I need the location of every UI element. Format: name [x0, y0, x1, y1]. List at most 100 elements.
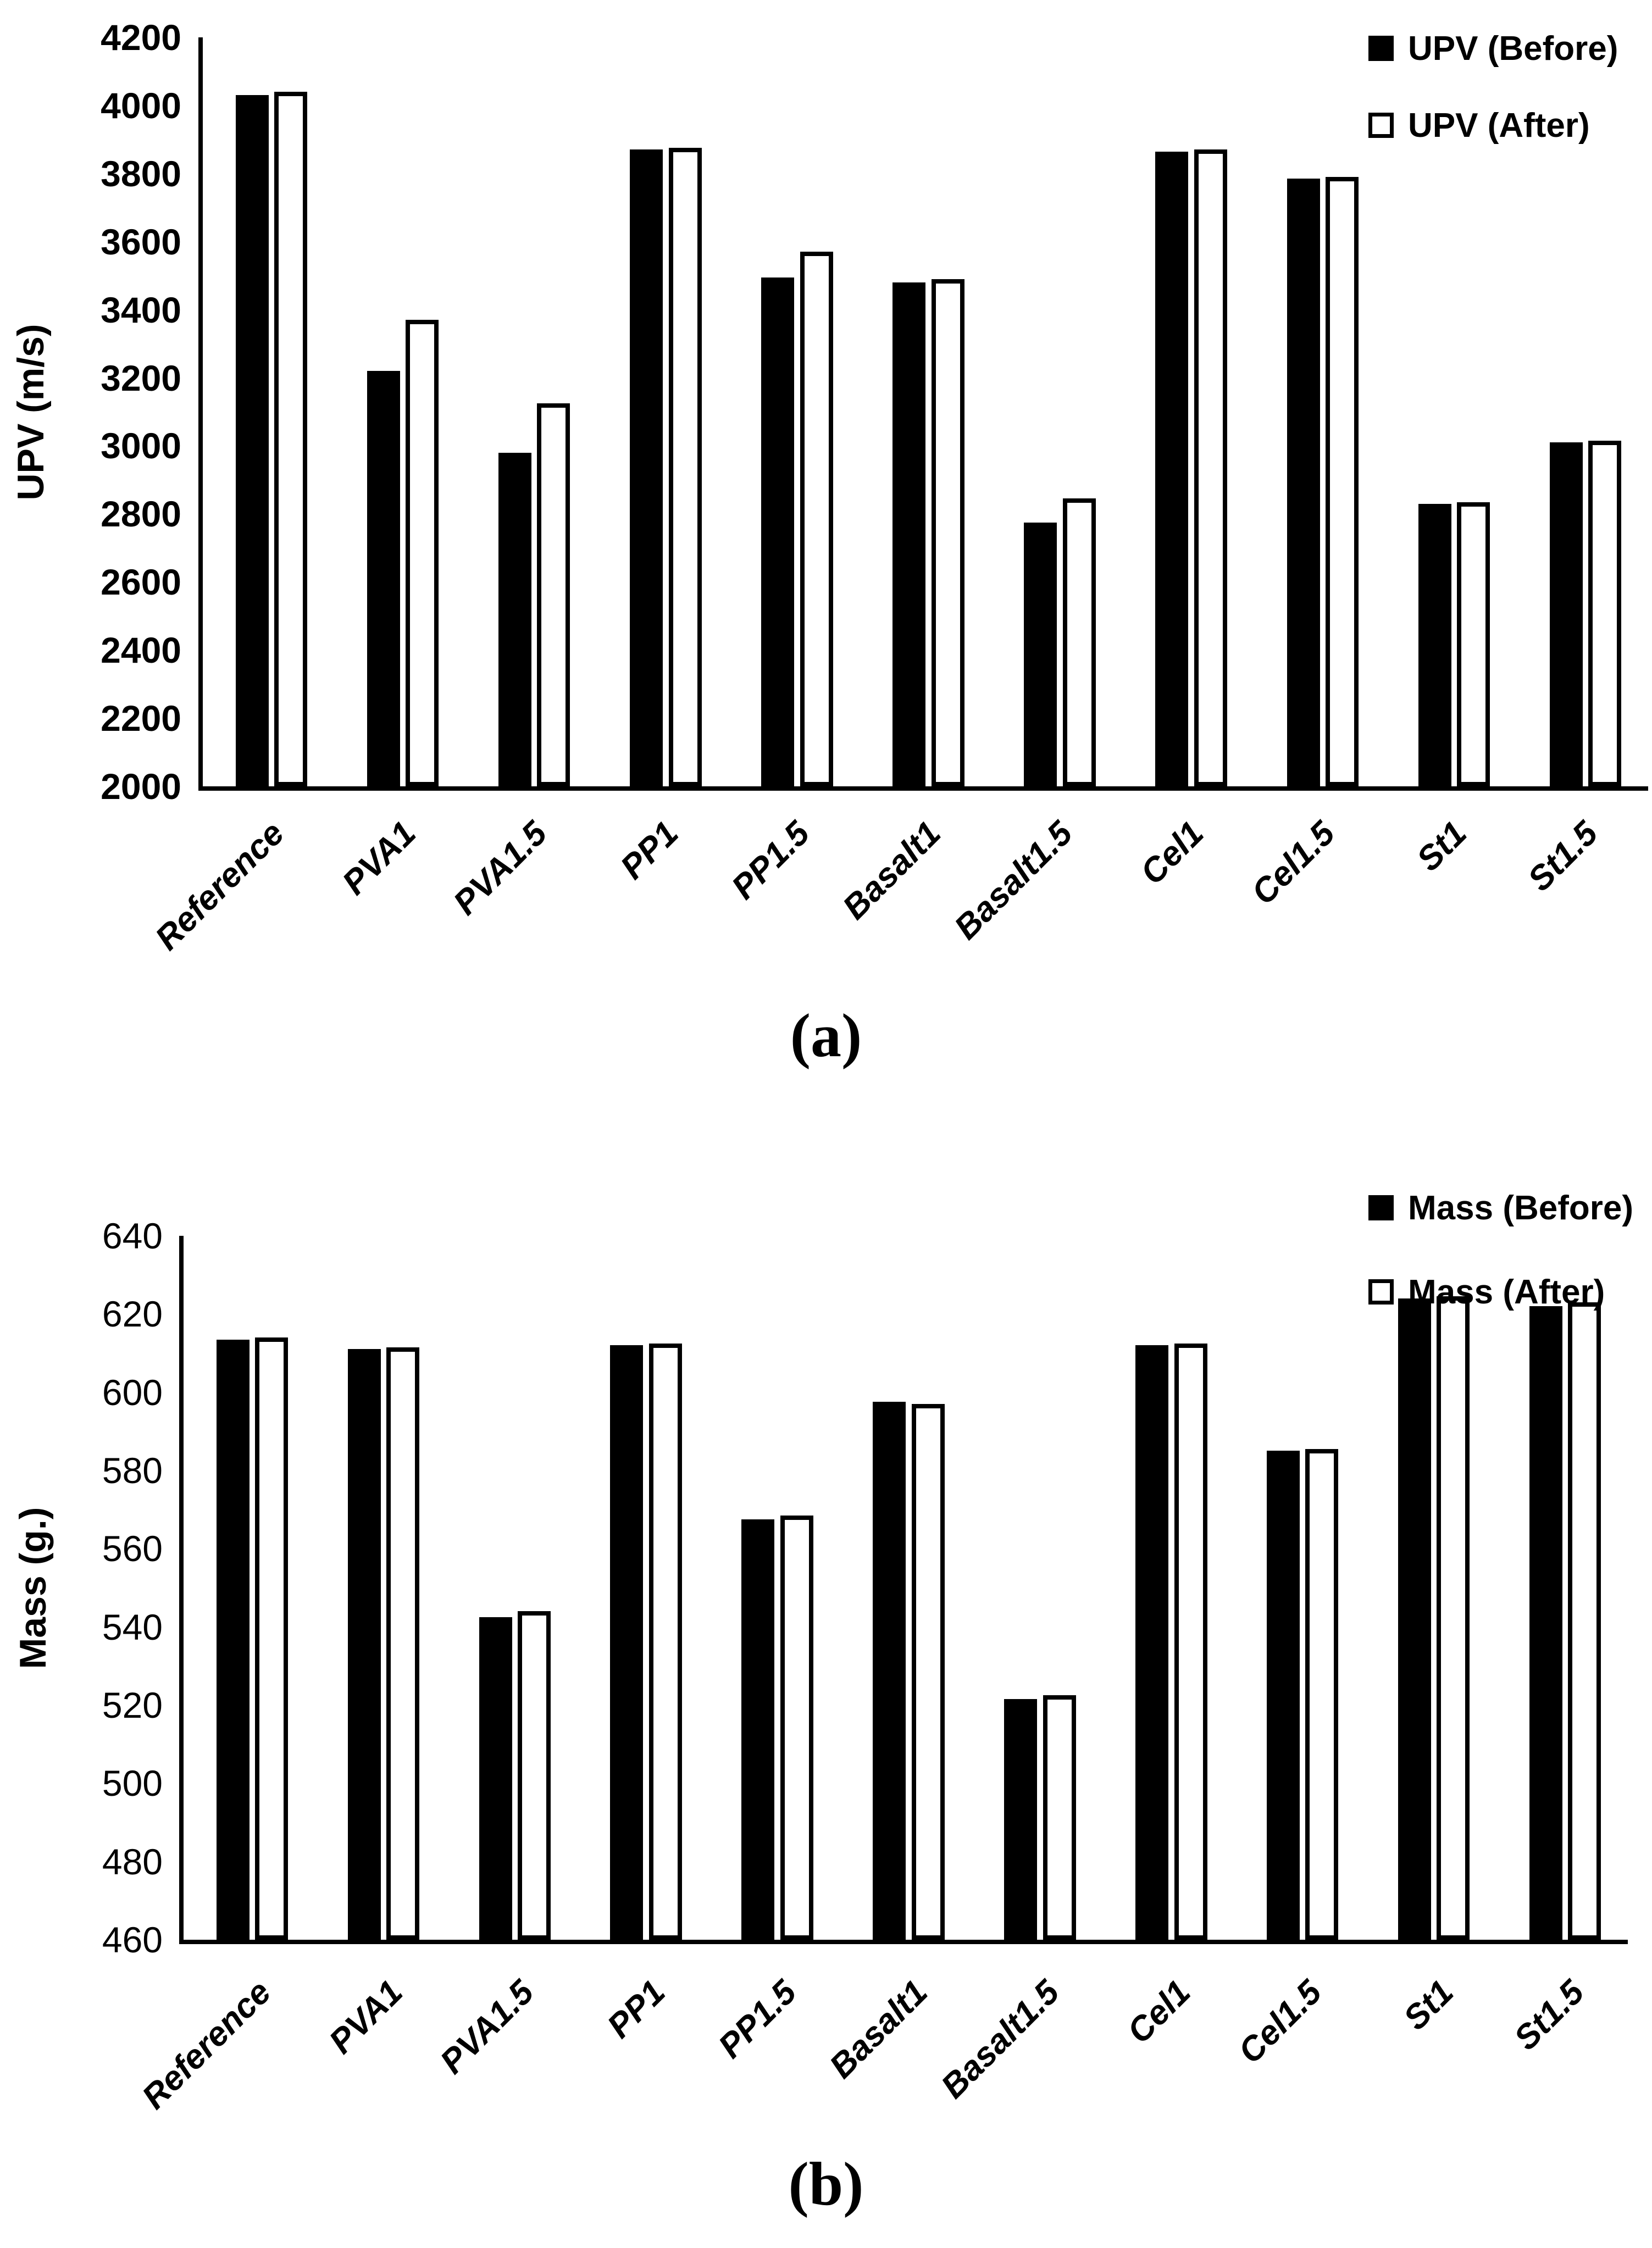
- bar-after-PVA1: [386, 1347, 419, 1940]
- bar-before-PVA1: [367, 371, 400, 786]
- x-category-label-PVA1.5: PVA1.5: [446, 814, 555, 923]
- y-tick-label: 600: [102, 1372, 163, 1413]
- x-category-label-PP1: PP1: [600, 1973, 673, 2046]
- bar-before-Basalt1: [873, 1402, 906, 1940]
- y-tick-label: 4000: [101, 85, 181, 126]
- bar-after-PP1.5: [780, 1516, 813, 1940]
- y-tick-label: 640: [102, 1215, 163, 1256]
- y-tick-label: 620: [102, 1294, 163, 1334]
- figure-caption-b: (b): [788, 2150, 864, 2218]
- y-tick-label: 2400: [101, 630, 181, 670]
- bar-after-St1.5: [1588, 441, 1621, 786]
- y-tick-label: 2000: [101, 766, 181, 807]
- bar-after-PVA1: [406, 320, 439, 786]
- bar-before-St1: [1418, 504, 1451, 786]
- bar-before-St1.5: [1550, 442, 1583, 786]
- bar-after-Reference: [255, 1337, 288, 1940]
- bar-before-PP1.5: [741, 1519, 774, 1940]
- y-tick-label: 460: [102, 1919, 163, 1960]
- bar-after-Cel1: [1174, 1344, 1207, 1940]
- bars-b: [184, 1236, 1628, 1940]
- bar-before-PP1: [630, 149, 663, 786]
- bar-after-Basalt1.5: [1063, 498, 1096, 786]
- y-tick-label: 2600: [101, 562, 181, 602]
- bar-before-St1.5: [1529, 1306, 1562, 1940]
- bar-after-St1.5: [1568, 1302, 1601, 1940]
- bar-after-Basalt1: [912, 1404, 945, 1940]
- bar-before-Basalt1.5: [1024, 523, 1057, 786]
- y-tick-label: 4200: [101, 17, 181, 58]
- bar-after-St1: [1457, 502, 1490, 786]
- y-tick-label: 3400: [101, 290, 181, 330]
- x-category-label-St1.5: St1.5: [1506, 1973, 1592, 2058]
- x-category-label-Basalt1: Basalt1: [822, 1973, 935, 2086]
- bar-after-St1: [1437, 1296, 1470, 1940]
- y-tick-label: 2800: [101, 493, 181, 534]
- legend-filled-square-icon: [1368, 1195, 1394, 1220]
- y-tick-label: 3600: [101, 221, 181, 262]
- bar-before-Cel1.5: [1287, 179, 1320, 786]
- legend-label-mass-after: Mass (After): [1408, 1273, 1605, 1311]
- bar-before-Cel1: [1135, 1345, 1168, 1940]
- bar-before-Cel1.5: [1267, 1451, 1300, 1940]
- legend-label-upv-after: UPV (After): [1408, 106, 1590, 145]
- bar-after-Cel1.5: [1305, 1449, 1338, 1940]
- bars-a: [203, 37, 1648, 786]
- legend-item-mass-after: Mass (After): [1368, 1259, 1633, 1325]
- bar-before-Basalt1.5: [1004, 1699, 1037, 1940]
- x-category-label-PVA1.5: PVA1.5: [433, 1973, 541, 2082]
- bar-after-PP1: [649, 1344, 682, 1940]
- bar-before-St1: [1398, 1298, 1431, 1940]
- bar-before-Reference: [217, 1340, 250, 1940]
- x-category-label-Reference: Reference: [135, 1973, 279, 2117]
- legend-a: UPV (Before) UPV (After): [1368, 15, 1618, 169]
- x-category-label-Cel1: Cel1: [1133, 814, 1211, 892]
- bar-after-Reference: [274, 92, 307, 786]
- legend-filled-square-icon: [1368, 36, 1394, 61]
- plot-area-a: [198, 37, 1648, 791]
- x-category-label-Cel1: Cel1: [1120, 1973, 1198, 2051]
- y-tick-label: 3000: [101, 425, 181, 466]
- x-category-label-St1: St1: [1396, 1973, 1461, 2038]
- legend-label-mass-before: Mass (Before): [1408, 1189, 1633, 1227]
- y-tick-label: 2200: [101, 698, 181, 739]
- legend-b: Mass (Before) Mass (After): [1368, 1175, 1633, 1343]
- bar-before-Cel1: [1155, 152, 1188, 786]
- x-category-label-Cel1.5: Cel1.5: [1244, 814, 1343, 912]
- legend-outlined-square-icon: [1368, 1279, 1394, 1305]
- y-tick-label: 540: [102, 1607, 163, 1647]
- bar-before-PVA1: [348, 1349, 381, 1940]
- bar-before-Reference: [236, 95, 269, 786]
- legend-item-mass-before: Mass (Before): [1368, 1175, 1633, 1241]
- chart-a-upv: UPV (m/s) 4200 4000 3800 3600 3400 3200 3000 28…: [0, 0, 1652, 1110]
- bar-after-PP1: [669, 148, 702, 786]
- bar-after-Basalt1: [932, 279, 964, 786]
- bar-before-PVA1.5: [479, 1617, 512, 1940]
- x-category-label-Reference: Reference: [148, 814, 292, 958]
- chart-b-mass: Mass (g.) 640 620 600 580 560 540 520 500 480 460…: [0, 1110, 1652, 2248]
- y-tick-label: 480: [102, 1841, 163, 1882]
- y-tick-label: 520: [102, 1685, 163, 1725]
- y-tick-label: 560: [102, 1528, 163, 1569]
- legend-item-upv-before: UPV (Before): [1368, 15, 1618, 81]
- x-category-label-Cel1.5: Cel1.5: [1231, 1973, 1329, 2071]
- x-category-label-PVA1: PVA1: [335, 814, 423, 902]
- plot-area-b: [179, 1236, 1628, 1944]
- y-tick-label: 3200: [101, 358, 181, 398]
- x-category-label-Basalt1.5: Basalt1.5: [934, 1973, 1067, 2106]
- y-tick-label: 580: [102, 1450, 163, 1491]
- legend-item-upv-after: UPV (After): [1368, 92, 1618, 158]
- bar-before-PP1: [610, 1345, 643, 1940]
- bar-after-PVA1.5: [518, 1611, 551, 1940]
- bar-after-PVA1.5: [537, 403, 570, 786]
- x-category-label-St1: St1: [1409, 814, 1474, 879]
- bar-before-PP1.5: [761, 277, 794, 786]
- legend-label-upv-before: UPV (Before): [1408, 29, 1618, 68]
- x-category-label-Basalt1.5: Basalt1.5: [947, 814, 1080, 947]
- x-category-label-St1.5: St1.5: [1520, 814, 1605, 899]
- bar-after-Cel1.5: [1326, 177, 1359, 786]
- bar-after-PP1.5: [800, 252, 833, 786]
- x-category-label-PP1.5: PP1.5: [711, 1973, 804, 2066]
- legend-outlined-square-icon: [1368, 113, 1394, 138]
